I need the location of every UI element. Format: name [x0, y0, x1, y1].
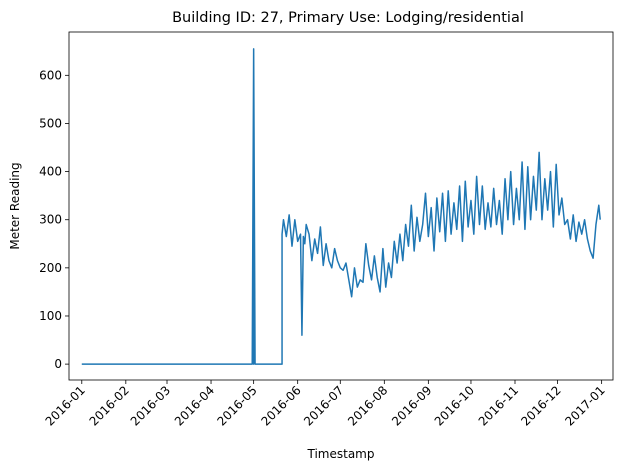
x-tick-label: 2016-02	[87, 383, 132, 428]
x-tick-label: 2016-11	[476, 383, 521, 428]
y-tick-label: 400	[39, 165, 62, 179]
x-axis-label: Timestamp	[307, 447, 375, 461]
x-tick-label: 2016-04	[172, 383, 217, 428]
x-tick-label: 2016-09	[389, 383, 434, 428]
y-axis-label: Meter Reading	[8, 162, 22, 249]
series-line-0	[81, 48, 601, 365]
plot-area	[81, 48, 601, 365]
x-tick-label: 2016-07	[301, 383, 346, 428]
x-tick-label: 2016-10	[432, 383, 477, 428]
x-tick-label: 2016-05	[214, 383, 259, 428]
y-tick-label: 100	[39, 309, 62, 323]
y-axis: 0 100 200 300 400 500 600	[39, 68, 69, 371]
x-tick-label: 2016-01	[43, 383, 88, 428]
y-tick-label: 0	[54, 357, 62, 371]
y-tick-label: 600	[39, 68, 62, 82]
x-tick-label: 2016-08	[345, 383, 390, 428]
x-tick-label: 2016-12	[518, 383, 563, 428]
y-tick-label: 300	[39, 213, 62, 227]
x-axis: 2016-012016-022016-032016-042016-052016-…	[43, 380, 608, 429]
x-tick-label: 2017-01	[562, 383, 607, 428]
y-tick-label: 200	[39, 261, 62, 275]
y-tick-label: 500	[39, 116, 62, 130]
chart-title: Building ID: 27, Primary Use: Lodging/re…	[172, 10, 524, 26]
x-tick-label: 2016-03	[128, 383, 173, 428]
x-tick-label: 2016-06	[258, 383, 303, 428]
axes-frame	[68, 31, 614, 381]
